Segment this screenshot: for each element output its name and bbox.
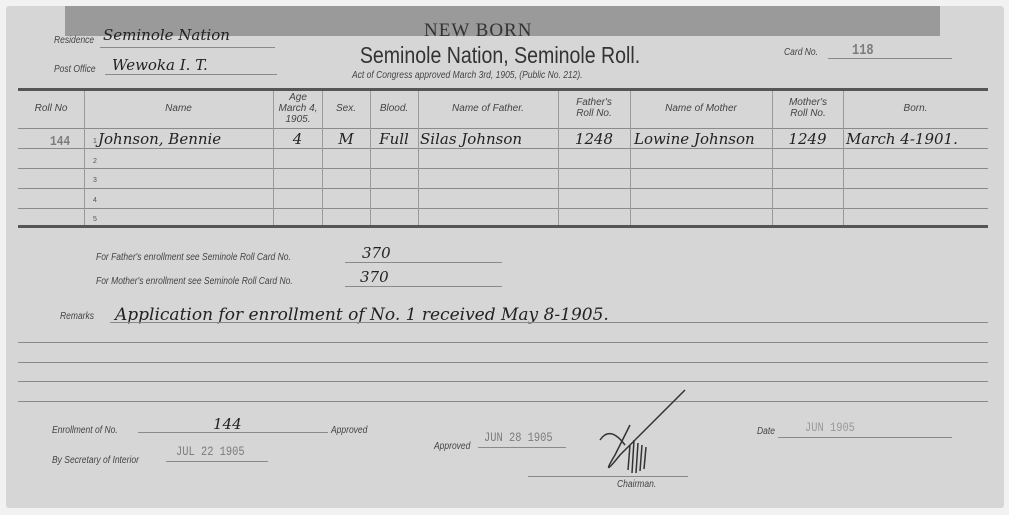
col-name: Name xyxy=(165,103,192,114)
col-roll-no: Roll No xyxy=(34,103,68,114)
col-mother-roll: Mother's Roll No. xyxy=(788,97,828,119)
mother-name: Lowine Johnson xyxy=(634,130,755,148)
mother-enrollment-value: 370 xyxy=(360,268,389,286)
roll-no: 144 xyxy=(50,134,71,150)
father-enrollment-label: For Father's enrollment see Seminole Rol… xyxy=(96,252,291,263)
remarks-label: Remarks xyxy=(60,311,95,322)
top-band xyxy=(65,6,940,36)
row-number: 5 xyxy=(93,216,97,223)
card-no-label: Card No. xyxy=(784,47,819,58)
chairman-signature xyxy=(599,389,686,474)
date-label: Date xyxy=(757,426,775,437)
date-stamp: JUN 1905 xyxy=(805,420,855,435)
subtitle: Act of Congress approved March 3rd, 1905… xyxy=(352,70,583,81)
born: March 4-1901. xyxy=(846,130,958,148)
father-name: Silas Johnson xyxy=(420,130,523,148)
row-number: 1 xyxy=(93,138,97,145)
name: Johnson, Bennie xyxy=(98,130,222,148)
mother-roll: 1249 xyxy=(788,130,827,148)
col-age: Age March 4, 1905. xyxy=(278,92,318,125)
row-number: 2 xyxy=(93,158,97,165)
sex: M xyxy=(338,130,354,148)
col-father: Name of Father. xyxy=(452,103,524,114)
age: 4 xyxy=(292,130,303,148)
card-no-value: 118 xyxy=(852,42,874,59)
mother-enrollment-label: For Mother's enrollment see Seminole Rol… xyxy=(96,276,293,287)
father-roll: 1248 xyxy=(574,130,614,148)
col-blood: Blood. xyxy=(379,103,409,114)
enrollment-value: 144 xyxy=(213,415,242,433)
col-born: Born. xyxy=(903,103,928,114)
secretary-label: By Secretary of Interior xyxy=(52,455,139,466)
enrollment-label: Enrollment of No. xyxy=(52,425,118,436)
post-office-label: Post Office xyxy=(54,64,96,75)
chairman-label: Chairman. xyxy=(617,479,657,490)
approved2-label: Approved xyxy=(434,441,471,452)
approved-label: Approved xyxy=(331,425,368,436)
residence-value: Seminole Nation xyxy=(103,26,230,44)
col-father-roll: Father's Roll No. xyxy=(576,97,612,119)
heading: NEW BORN xyxy=(424,20,533,41)
approved2-stamp: JUN 28 1905 xyxy=(484,430,553,445)
col-sex: Sex. xyxy=(335,103,356,114)
blood: Full xyxy=(379,130,409,148)
father-enrollment-value: 370 xyxy=(362,244,391,262)
row-number: 3 xyxy=(93,177,97,184)
post-office-value: Wewoka I. T. xyxy=(112,56,208,74)
residence-label: Residence xyxy=(54,35,95,46)
row-number: 4 xyxy=(93,197,97,204)
secretary-stamp: JUL 22 1905 xyxy=(176,444,245,459)
page-title: Seminole Nation, Seminole Roll. xyxy=(359,42,641,68)
col-mother: Name of Mother xyxy=(665,103,737,114)
remarks-value: Application for enrollment of No. 1 rece… xyxy=(115,305,609,325)
